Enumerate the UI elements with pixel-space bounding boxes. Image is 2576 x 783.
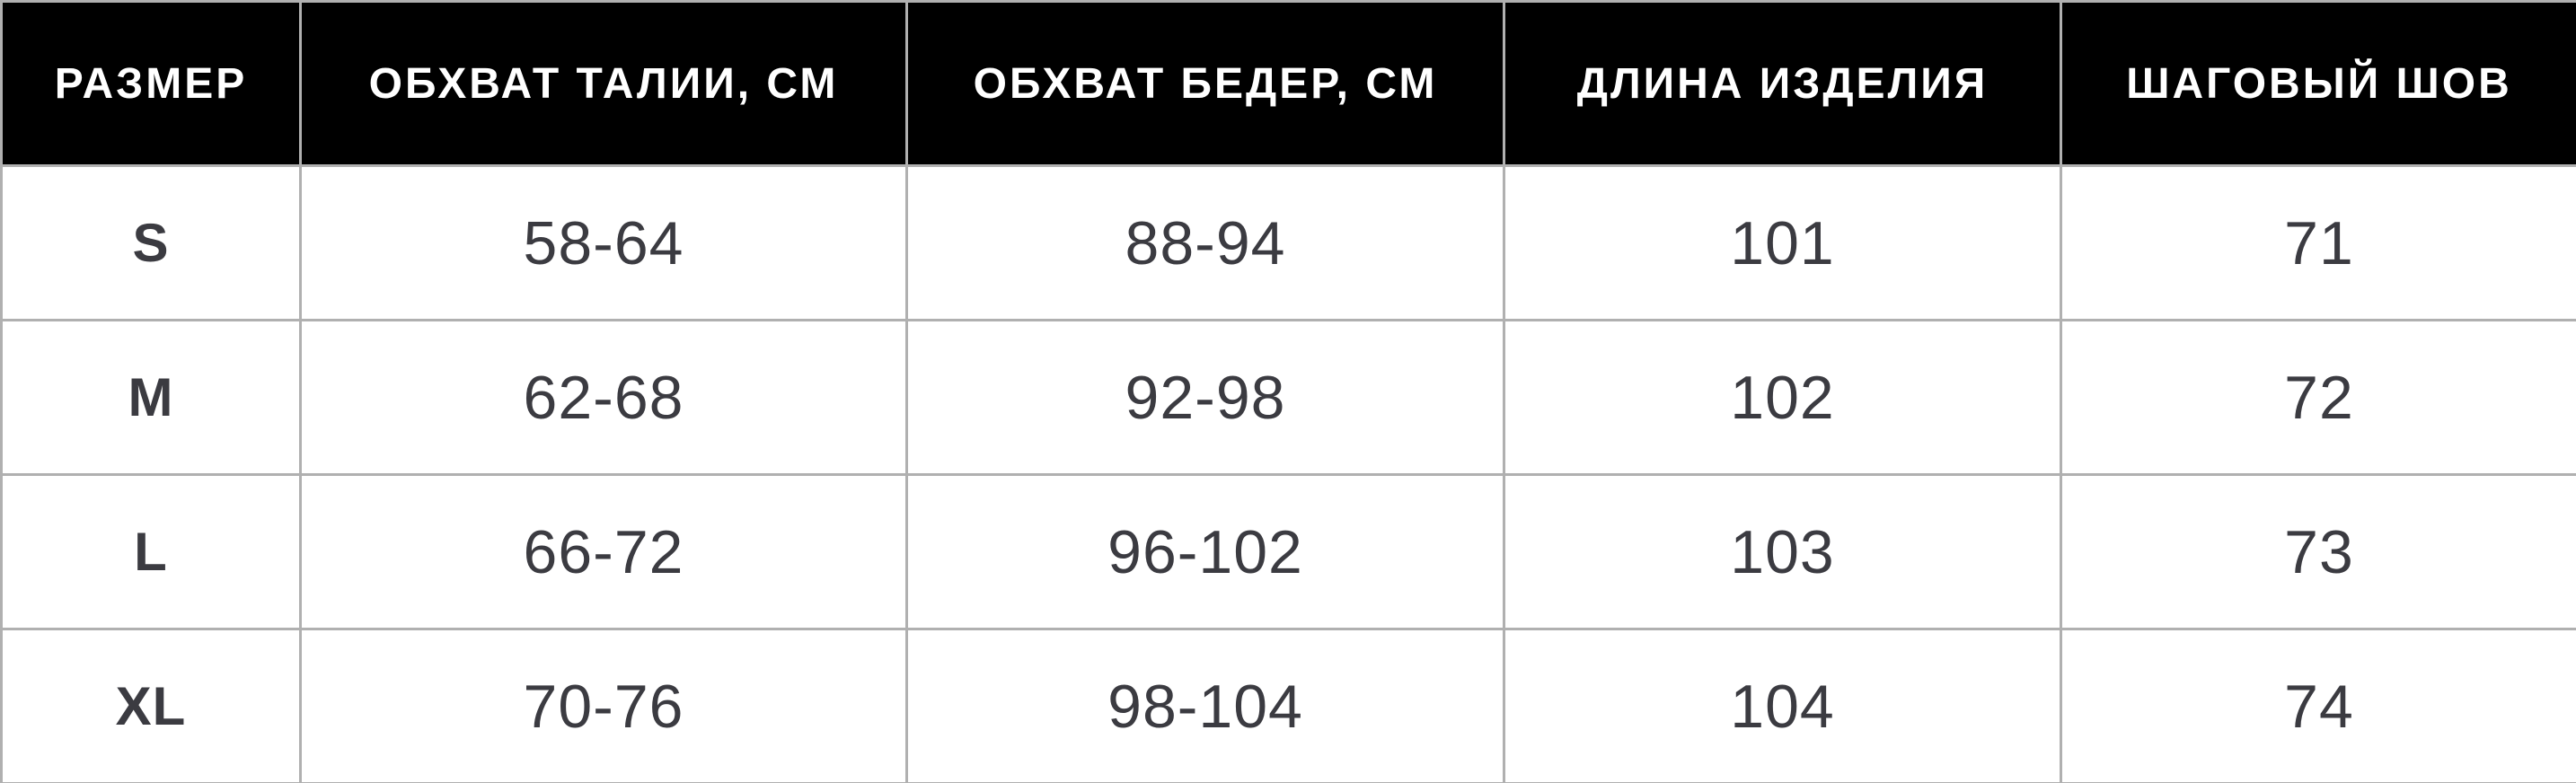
table-row-size-m: M 62-68 92-98 102 72 (0, 319, 2576, 476)
table-row-size-s: S 58-64 88-94 101 71 (0, 164, 2576, 321)
table-row-size-l: L 66-72 96-102 103 73 (0, 473, 2576, 630)
length-value-cell: 103 (1503, 473, 2062, 630)
inseam-value-cell: 71 (2060, 164, 2576, 321)
size-chart-body: S 58-64 88-94 101 71 M 62-68 92-98 102 7… (0, 164, 2576, 783)
size-label-cell: S (0, 164, 302, 321)
table-row-size-xl: XL 70-76 98-104 104 74 (0, 628, 2576, 783)
waist-value-cell: 58-64 (299, 164, 908, 321)
inseam-value-cell: 72 (2060, 319, 2576, 476)
size-label-cell: L (0, 473, 302, 630)
hips-value-cell: 96-102 (905, 473, 1505, 630)
hips-value-cell: 92-98 (905, 319, 1505, 476)
waist-value-cell: 62-68 (299, 319, 908, 476)
size-chart-header: РАЗМЕР ОБХВАТ ТАЛИИ, СМ ОБХВАТ БЕДЕР, СМ… (0, 0, 2576, 167)
column-header-hips: ОБХВАТ БЕДЕР, СМ (905, 0, 1505, 167)
header-row: РАЗМЕР ОБХВАТ ТАЛИИ, СМ ОБХВАТ БЕДЕР, СМ… (0, 0, 2576, 167)
waist-value-cell: 70-76 (299, 628, 908, 783)
length-value-cell: 102 (1503, 319, 2062, 476)
waist-value-cell: 66-72 (299, 473, 908, 630)
size-label-cell: M (0, 319, 302, 476)
hips-value-cell: 98-104 (905, 628, 1505, 783)
column-header-inseam: ШАГОВЫЙ ШОВ (2060, 0, 2576, 167)
inseam-value-cell: 73 (2060, 473, 2576, 630)
inseam-value-cell: 74 (2060, 628, 2576, 783)
length-value-cell: 101 (1503, 164, 2062, 321)
column-header-size: РАЗМЕР (0, 0, 302, 167)
length-value-cell: 104 (1503, 628, 2062, 783)
size-label-cell: XL (0, 628, 302, 783)
column-header-length: ДЛИНА ИЗДЕЛИЯ (1503, 0, 2062, 167)
hips-value-cell: 88-94 (905, 164, 1505, 321)
column-header-waist: ОБХВАТ ТАЛИИ, СМ (299, 0, 908, 167)
